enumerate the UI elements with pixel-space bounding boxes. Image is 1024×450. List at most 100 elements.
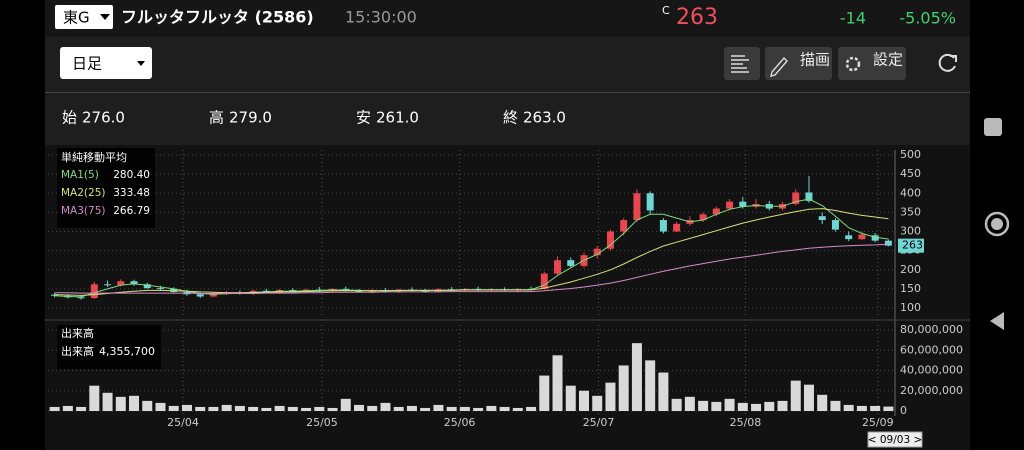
pencil-icon [770, 56, 788, 77]
candle-body [792, 192, 800, 204]
x-tick-label: 25/06 [444, 416, 476, 429]
stock-name: フルッタフルッタ (2586) [121, 8, 314, 27]
legend-box [57, 148, 155, 228]
candle-body [209, 293, 217, 297]
volume-bar [552, 355, 563, 411]
candle-body [726, 201, 734, 209]
volume-bar [671, 398, 682, 411]
volume-bar [76, 406, 87, 411]
volume-bar [314, 406, 325, 411]
y-tick-label: 300 [900, 225, 921, 238]
chart-area [45, 145, 970, 450]
volume-bar [155, 402, 166, 411]
volume-bar [129, 395, 140, 411]
legend-title: 単純移動平均 [61, 150, 127, 164]
candle-body [104, 284, 112, 286]
x-tick-label: 25/08 [730, 416, 762, 429]
nav-recent[interactable] [984, 118, 1002, 136]
volume-bar [248, 406, 259, 411]
candle-body [90, 284, 98, 299]
volume-bar [698, 400, 709, 411]
volume-bar [62, 405, 73, 411]
volume-bar [578, 390, 589, 411]
volume-bar [512, 407, 523, 411]
ohlc-value: 279.0 [229, 109, 272, 127]
volume-bar [327, 407, 338, 411]
volume-bar [737, 402, 748, 411]
volume-bar [380, 402, 391, 411]
candle-body [196, 294, 204, 297]
nav-home[interactable] [984, 211, 1010, 237]
volume-bar [764, 401, 775, 411]
volume-bar [724, 398, 735, 411]
x-tick-label: 25/09 [862, 416, 894, 429]
dropdown-arrow [137, 61, 145, 66]
candle-body [633, 193, 641, 221]
period: 日足 [72, 55, 102, 73]
candle-body [845, 235, 853, 240]
volume-bar [102, 392, 113, 411]
volume-bar [301, 407, 312, 411]
price: 263 [676, 5, 718, 30]
candle-body [805, 192, 813, 201]
candle-body [712, 208, 720, 215]
ohlc-value: 261.0 [376, 109, 419, 127]
ohlc-label: 始 [62, 109, 77, 127]
y-tick-label: 40,000,000 [900, 364, 963, 377]
volume-bar [195, 406, 206, 411]
last-price-label: 263 [902, 239, 923, 252]
last-price-tag [898, 238, 924, 253]
legend-box [57, 325, 161, 369]
x-tick-label: 25/05 [306, 416, 338, 429]
x-tick-label: 25/04 [167, 416, 199, 429]
volume-bar [526, 406, 537, 411]
nav-back[interactable] [990, 312, 1004, 330]
volume-bar [393, 406, 404, 411]
ohlc-value: 276.0 [82, 109, 125, 127]
x-tick-label: 25/07 [583, 416, 615, 429]
volume-bar [274, 405, 285, 411]
candle-body [130, 281, 138, 285]
volume-bar [658, 372, 669, 411]
candle-body [51, 294, 59, 296]
candle-body [593, 248, 601, 256]
draw-button[interactable] [765, 47, 832, 80]
change-pct: -5.05% [899, 9, 956, 28]
candle-body [421, 290, 429, 292]
volume-bar [473, 407, 484, 411]
legend-name: MA1(5) [61, 169, 99, 181]
volume-bar [354, 404, 365, 411]
candle-body [858, 234, 866, 240]
legend-value: 333.48 [113, 187, 150, 199]
y-tick-label: 60,000,000 [900, 343, 963, 356]
ma-line [54, 243, 889, 294]
candle-body [156, 288, 164, 290]
legend-name: 出来高 [61, 344, 94, 358]
legend-value: 280.40 [113, 169, 150, 181]
volume-bar [777, 400, 788, 411]
candle-body [540, 273, 548, 289]
y-tick-label: 350 [900, 205, 921, 218]
candle-body [620, 220, 628, 232]
change: -14 [840, 9, 866, 28]
volume-bar [142, 400, 153, 411]
candle-body [659, 220, 667, 232]
time: 15:30:00 [345, 8, 417, 27]
gear-icon [845, 56, 861, 72]
volume-bar [843, 404, 854, 411]
period-select[interactable] [60, 47, 152, 79]
volume-bar [89, 385, 100, 411]
volume-bar [631, 343, 642, 411]
volume-bar [433, 404, 444, 411]
candle-body [554, 260, 562, 274]
candle-body [871, 235, 879, 241]
settings-button[interactable] [838, 47, 906, 80]
dropdown-arrow [100, 14, 110, 20]
top-bar [45, 0, 970, 37]
exchange-select[interactable] [55, 5, 113, 29]
candle-body [673, 223, 681, 232]
c-mark: C [662, 4, 670, 17]
refresh-icon[interactable] [938, 53, 956, 72]
